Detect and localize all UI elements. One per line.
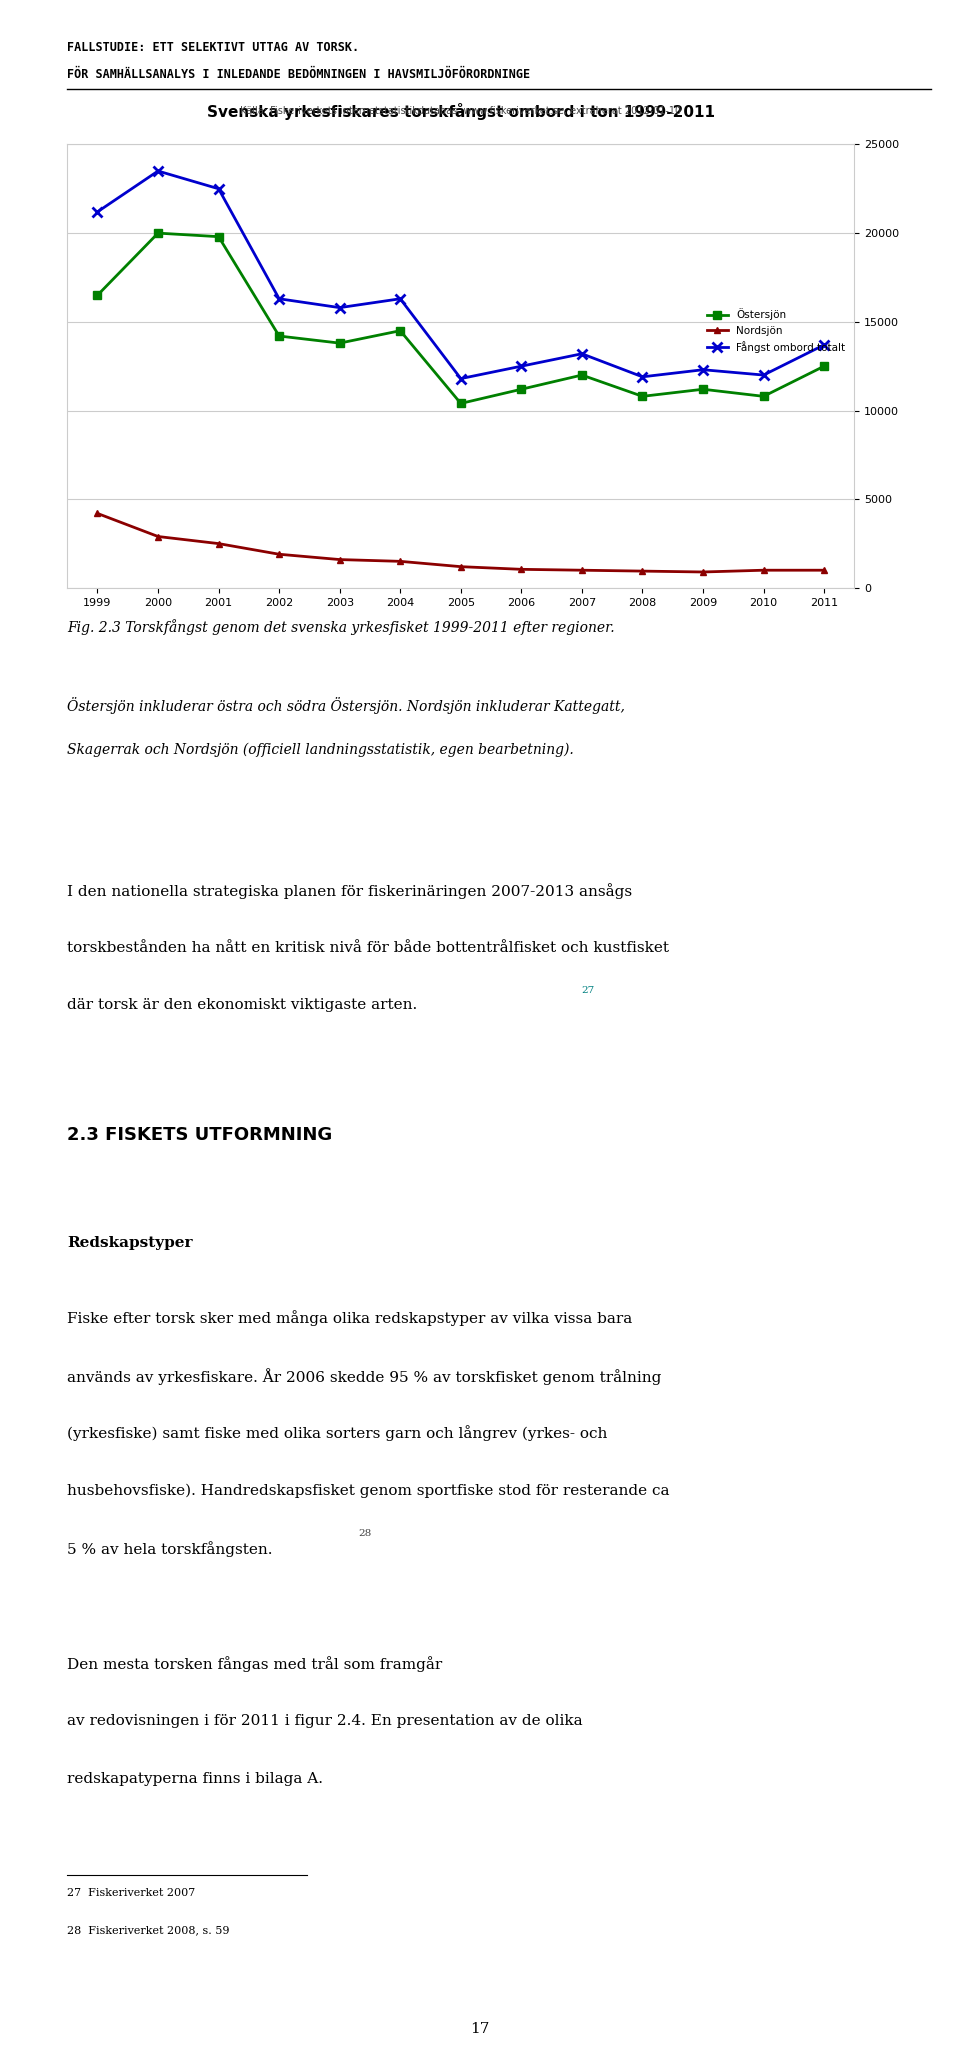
Text: Redskapstyper: Redskapstyper xyxy=(67,1236,193,1250)
Text: av redovisningen i för 2011 i figur 2.4. En presentation av de olika: av redovisningen i för 2011 i figur 2.4.… xyxy=(67,1714,583,1729)
Legend: Östersjön, Nordsjön, Fångst ombord totalt: Östersjön, Nordsjön, Fångst ombord total… xyxy=(703,305,850,357)
Text: 27  Fiskeriverket 2007: 27 Fiskeriverket 2007 xyxy=(67,1888,196,1898)
Text: Skagerrak och Nordsjön (officiell landningsstatistik, egen bearbetning).: Skagerrak och Nordsjön (officiell landni… xyxy=(67,743,574,757)
Text: 28  Fiskeriverket 2008, s. 59: 28 Fiskeriverket 2008, s. 59 xyxy=(67,1925,229,1935)
Text: används av yrkesfiskare. År 2006 skedde 95 % av torskfisket genom trålning: används av yrkesfiskare. År 2006 skedde … xyxy=(67,1368,661,1384)
Text: FALLSTUDIE: ETT SELEKTIVT UTTAG AV TORSK.: FALLSTUDIE: ETT SELEKTIVT UTTAG AV TORSK… xyxy=(67,41,359,54)
Text: 27: 27 xyxy=(582,986,595,994)
Text: torskbestånden ha nått en kritisk nivå för både bottentrålfisket och kustfisket: torskbestånden ha nått en kritisk nivå f… xyxy=(67,941,669,955)
Text: I den nationella strategiska planen för fiskerinäringen 2007-2013 ansågs: I den nationella strategiska planen för … xyxy=(67,883,633,899)
Text: redskapatyperna finns i bilaga A.: redskapatyperna finns i bilaga A. xyxy=(67,1772,324,1787)
Text: Den mesta torsken fångas med trål som framgår: Den mesta torsken fångas med trål som fr… xyxy=(67,1657,443,1673)
Text: 5 % av hela torskfångsten.: 5 % av hela torskfångsten. xyxy=(67,1541,273,1558)
Text: (yrkesfiske) samt fiske med olika sorters garn och långrev (yrkes- och: (yrkesfiske) samt fiske med olika sorter… xyxy=(67,1426,608,1442)
Text: Fiske efter torsk sker med många olika redskapstyper av vilka vissa bara: Fiske efter torsk sker med många olika r… xyxy=(67,1310,633,1327)
Text: Fig. 2.3 Torskfångst genom det svenska yrkesfisket 1999-2011 efter regioner.: Fig. 2.3 Torskfångst genom det svenska y… xyxy=(67,619,614,635)
Text: 2.3 FISKETS UTFORMNING: 2.3 FISKETS UTFORMNING xyxy=(67,1126,332,1145)
Text: 17: 17 xyxy=(470,2022,490,2036)
Text: där torsk är den ekonomiskt viktigaste arten.: där torsk är den ekonomiskt viktigaste a… xyxy=(67,998,418,1013)
Text: Östersjön inkluderar östra och södra Östersjön. Nordsjön inkluderar Kattegatt,: Östersjön inkluderar östra och södra Öst… xyxy=(67,697,625,714)
Text: FÖR SAMHÄLLSANALYS I INLEDANDE BEDÖMNINGEN I HAVSMILJÖFÖRORDNINGE: FÖR SAMHÄLLSANALYS I INLEDANDE BEDÖMNING… xyxy=(67,68,530,80)
Text: husbehovsfiske). Handredskapsfisket genom sportfiske stod för resterande ca: husbehovsfiske). Handredskapsfisket geno… xyxy=(67,1483,670,1498)
Text: 28: 28 xyxy=(358,1529,372,1537)
Title: Svenska yrkesfiskares torskfångst ombord i ton 1999-2011: Svenska yrkesfiskares torskfångst ombord… xyxy=(206,103,715,120)
Text: Källa: Fiskeriverkets internetstatistikdatabas, www.fiskeriverket.se, extraherat: Källa: Fiskeriverkets internetstatistikd… xyxy=(240,105,682,116)
